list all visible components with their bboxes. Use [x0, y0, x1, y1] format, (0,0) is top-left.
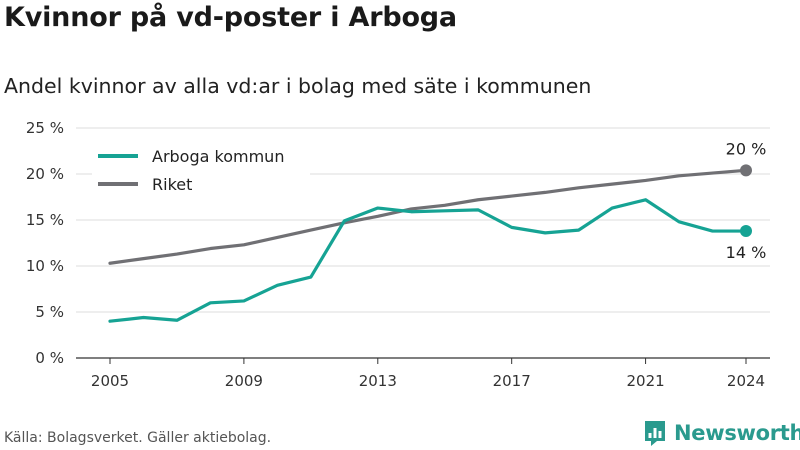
y-tick-label: 5 % — [35, 303, 64, 321]
x-tick-label: 2024 — [727, 372, 765, 390]
chart-logo-icon — [643, 419, 667, 447]
x-tick-label: 2017 — [493, 372, 531, 390]
series-lines — [108, 164, 752, 323]
end-label-arboga: 14 % — [726, 243, 767, 262]
legend-background — [92, 142, 310, 200]
legend-label-arboga: Arboga kommun — [152, 147, 284, 166]
chart-title: Kvinnor på vd-poster i Arboga — [4, 2, 457, 33]
y-axis-tick-labels: 0 % 5 % 10 % 15 % 20 % 25 % — [26, 119, 64, 367]
logo-text: Newsworthy — [674, 421, 800, 445]
end-label-riket: 20 % — [726, 139, 767, 158]
series-line-arboga — [108, 198, 748, 323]
legend: Arboga kommun Riket — [92, 142, 310, 200]
source-note: Källa: Bolagsverket. Gäller aktiebolag. — [4, 430, 272, 446]
legend-label-riket: Riket — [152, 175, 192, 194]
end-labels: 14 % 20 % — [726, 139, 767, 262]
y-tick-label: 20 % — [26, 165, 64, 183]
x-tick-label: 2013 — [359, 372, 397, 390]
y-tick-label: 15 % — [26, 211, 64, 229]
y-tick-label: 0 % — [35, 349, 64, 367]
y-tick-label: 10 % — [26, 257, 64, 275]
newsworthy-logo: Newsworthy — [643, 418, 800, 448]
end-point-riket — [740, 164, 752, 177]
x-tick-label: 2005 — [91, 372, 129, 390]
x-tick-label: 2021 — [626, 372, 664, 390]
chart-subtitle: Andel kvinnor av alla vd:ar i bolag med … — [4, 74, 592, 98]
x-tick-label: 2009 — [225, 372, 263, 390]
series-line-riket — [108, 168, 748, 265]
y-tick-label: 25 % — [26, 119, 64, 137]
x-axis: 2005 2009 2013 2017 2021 2024 — [76, 357, 770, 390]
end-point-arboga — [740, 225, 752, 238]
